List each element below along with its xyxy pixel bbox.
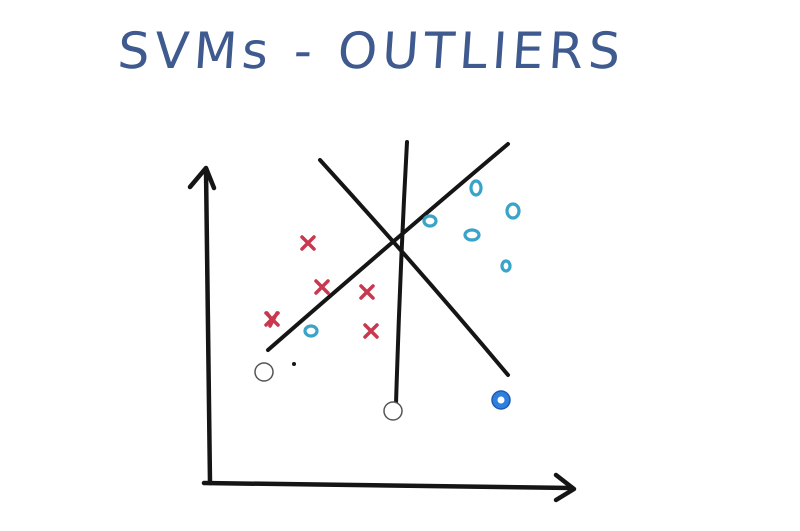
diagonal-line-falling[interactable] <box>318 158 510 377</box>
handle-vertical-line[interactable] <box>383 401 403 421</box>
line-handles <box>254 362 511 421</box>
circle-point <box>505 202 521 220</box>
separating-lines <box>266 140 510 406</box>
ink-dot <box>292 362 296 366</box>
vertical-line[interactable] <box>394 140 409 406</box>
handle-rising-line[interactable] <box>254 362 274 382</box>
y-axis-arrowhead <box>187 165 217 191</box>
cross-point-y <box>265 311 279 328</box>
cross-point <box>359 284 375 300</box>
y-axis <box>203 167 213 486</box>
circle-point <box>303 324 319 338</box>
circle-point <box>422 214 438 228</box>
cross-points <box>264 235 379 339</box>
cross-point <box>300 235 316 251</box>
handle-falling-line-center <box>497 396 505 404</box>
cross-point <box>314 279 330 295</box>
axes <box>187 165 577 503</box>
circle-point <box>463 228 481 242</box>
circle-point <box>500 259 512 273</box>
x-axis <box>201 480 575 491</box>
circle-points <box>303 179 521 338</box>
cross-point <box>363 323 379 339</box>
x-axis-arrowhead <box>553 472 577 503</box>
circle-point <box>469 179 483 197</box>
